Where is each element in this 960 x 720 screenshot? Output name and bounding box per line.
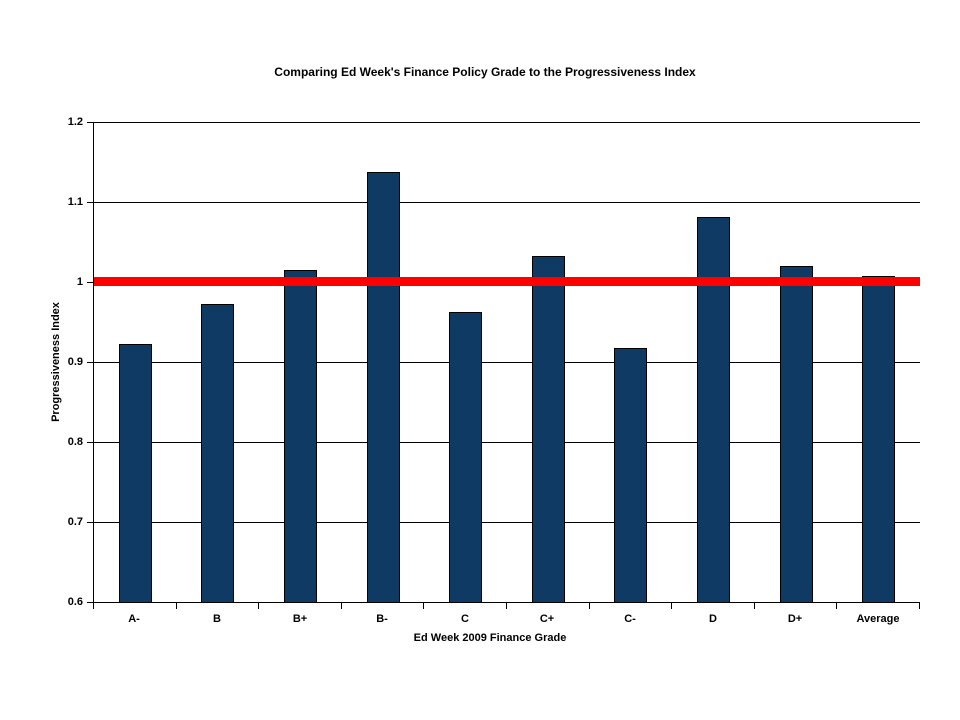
y-tick-label-1: 1 [76,276,83,288]
reference-line [94,277,920,286]
x-category-label-C: C [461,613,469,625]
x-tick-mark-3 [341,603,342,609]
x-category-label-A-: A- [128,613,140,625]
plot-area [93,122,920,603]
x-category-label-B+: B+ [292,613,308,625]
x-category-label-C+: C+ [539,613,555,625]
bar-A- [119,344,152,602]
x-tick-mark-6 [589,603,590,609]
gridline-1.2 [94,122,920,123]
bar-Average [862,276,895,602]
x-category-label-C-: C- [624,613,636,625]
x-tick-mark-2 [258,603,259,609]
bar-C [449,312,482,602]
y-tick-label-0.8: 0.8 [67,436,83,448]
x-tick-mark-1 [176,603,177,609]
y-tick-label-0.7: 0.7 [67,516,83,528]
bar-B+ [284,270,317,602]
bar-C+ [532,256,565,602]
y-tick-mark-0.8 [87,442,93,443]
x-tick-mark-9 [836,603,837,609]
y-tick-label-0.9: 0.9 [67,356,83,368]
y-tick-mark-0.6 [87,602,93,603]
gridline-0.9 [94,362,920,363]
x-category-label-B-: B- [376,613,388,625]
x-tick-mark-10 [919,603,920,609]
x-category-label-Average: Average [856,613,900,625]
bar-D+ [780,266,813,602]
x-tick-mark-8 [754,603,755,609]
y-tick-mark-0.9 [87,362,93,363]
bar-D [697,217,730,602]
y-tick-label-1.2: 1.2 [67,116,83,128]
x-tick-mark-0 [93,603,94,609]
x-category-label-B: B [213,613,221,625]
x-tick-mark-5 [506,603,507,609]
chart-title: Comparing Ed Week's Finance Policy Grade… [274,65,696,79]
bar-B- [367,172,400,602]
gridline-1.1 [94,202,920,203]
gridline-0.7 [94,522,920,523]
x-tick-mark-7 [671,603,672,609]
x-category-label-D: D [709,613,717,625]
bar-C- [614,348,647,602]
x-category-label-D+: D+ [787,613,803,625]
y-tick-mark-1.2 [87,122,93,123]
x-tick-mark-4 [423,603,424,609]
x-axis-title: Ed Week 2009 Finance Grade [413,632,567,644]
y-tick-mark-1.1 [87,202,93,203]
y-tick-label-1.1: 1.1 [67,196,83,208]
y-tick-label-0.6: 0.6 [67,596,83,608]
bar-B [201,304,234,602]
y-tick-mark-1 [87,282,93,283]
gridline-0.8 [94,442,920,443]
y-tick-mark-0.7 [87,522,93,523]
